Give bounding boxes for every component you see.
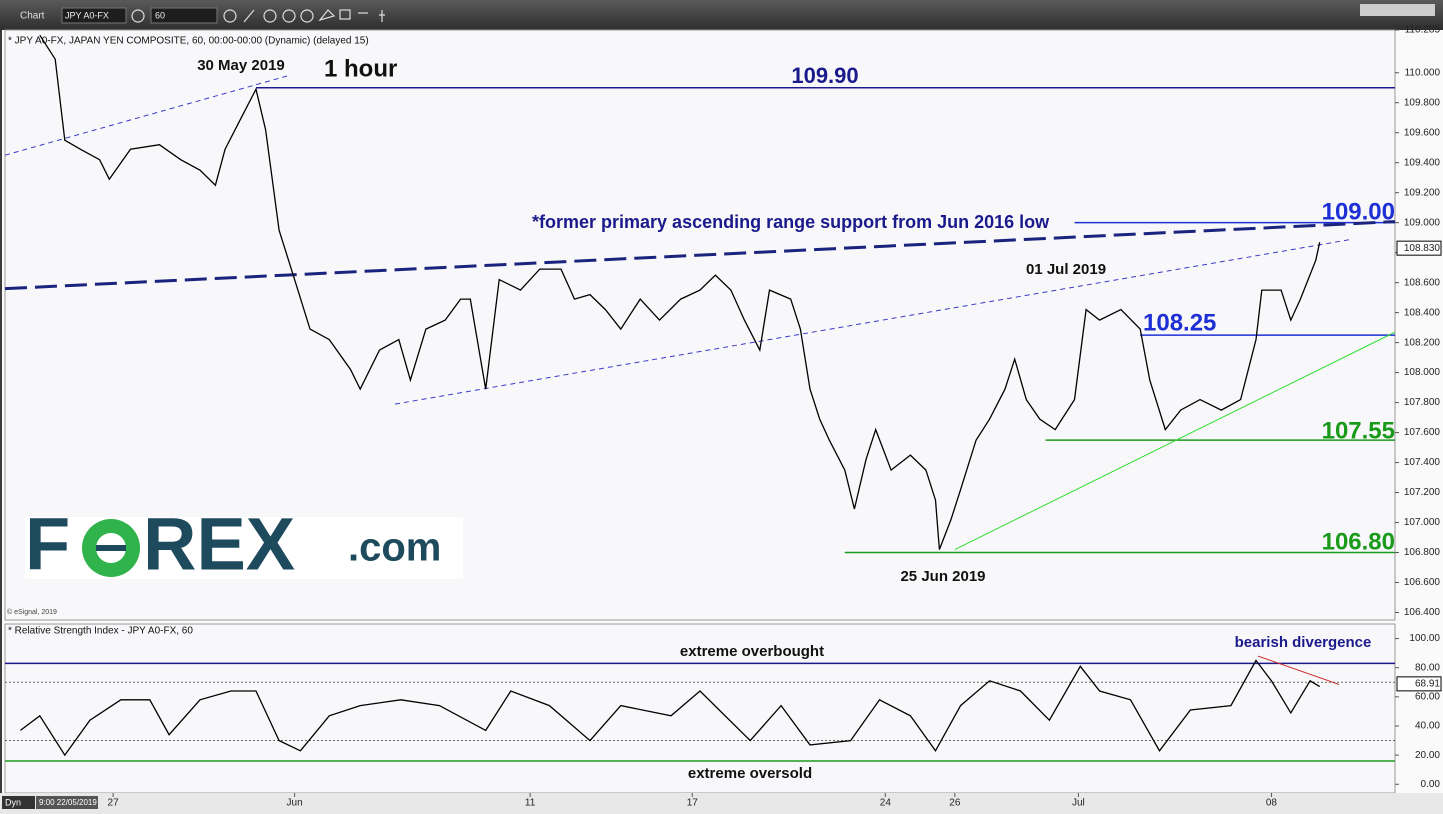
annotation: bearish divergence xyxy=(1235,634,1372,651)
y-tick-label: 107.800 xyxy=(1404,397,1441,408)
y-tick-label: 106.400 xyxy=(1404,607,1441,618)
x-tick-label: Jul xyxy=(1072,798,1085,809)
toolbar-icons xyxy=(131,9,385,23)
toolbar-title: Chart xyxy=(20,11,45,22)
x-tick-label: 24 xyxy=(880,798,892,809)
series-line xyxy=(20,659,1321,757)
logo-text: .com xyxy=(348,526,441,570)
start-box xyxy=(36,796,98,809)
interval-box[interactable] xyxy=(150,7,218,24)
level-label: 106.80 xyxy=(1322,528,1395,555)
start-time: 9:00 22/05/2019 xyxy=(39,798,97,807)
y-tick-label: 40.00 xyxy=(1415,721,1440,732)
symbol-box[interactable] xyxy=(61,7,127,24)
annotation: 30 May 2019 xyxy=(197,57,285,74)
x-tick-label: 17 xyxy=(687,798,699,809)
time-axis xyxy=(0,793,1443,814)
y-tick-label: 110.285 xyxy=(1405,25,1441,36)
toolbar xyxy=(0,0,1443,30)
last-value-tag xyxy=(1396,240,1442,256)
source: © eSignal, 2019 xyxy=(7,608,57,616)
y-tick-label: 107.600 xyxy=(1404,427,1441,438)
y-tick-label: 100.00 xyxy=(1409,633,1440,644)
mode[interactable]: Dyn xyxy=(5,797,21,807)
x-tick-label: 27 xyxy=(108,798,120,809)
trendline xyxy=(4,75,289,156)
logo-bar xyxy=(96,545,126,551)
y-tick-label: 108.000 xyxy=(1404,367,1441,378)
annotation: *former primary ascending range support … xyxy=(532,212,1050,232)
y-tick-label: 109.200 xyxy=(1404,187,1441,198)
y-tick-label: 109.600 xyxy=(1404,127,1441,138)
y-tick-label: 107.200 xyxy=(1404,487,1441,498)
level-label: 108.25 xyxy=(1143,309,1216,336)
rsi-title: * Relative Strength Index - JPY A0-FX, 6… xyxy=(8,626,193,637)
logo: F REX .com xyxy=(25,503,463,586)
y-tick-label: 107.400 xyxy=(1404,457,1441,468)
annotation: 01 Jul 2019 xyxy=(1026,261,1106,278)
annotation: 25 Jun 2019 xyxy=(900,568,985,585)
x-tick-label: Jun xyxy=(287,798,303,809)
trendline xyxy=(4,220,1396,291)
last-value-label: 68.91 xyxy=(1415,679,1440,690)
y-tick-label: 106.600 xyxy=(1404,577,1441,588)
x-tick-label: 08 xyxy=(1266,798,1278,809)
annotation: extreme overbought xyxy=(680,643,824,660)
y-tick-label: 110.000 xyxy=(1405,67,1441,78)
y-tick-label: 106.800 xyxy=(1404,547,1441,558)
y-tick-label: 60.00 xyxy=(1415,691,1440,702)
y-tick-label: 20.00 xyxy=(1415,750,1440,761)
x-tick-label: 26 xyxy=(949,798,961,809)
price-title: * JPY A0-FX, JAPAN YEN COMPOSITE, 60, 00… xyxy=(8,36,369,47)
annotation: extreme oversold xyxy=(688,765,812,782)
mode-box[interactable] xyxy=(2,796,35,809)
y-tick-label: 109.400 xyxy=(1404,157,1441,168)
symbol[interactable]: JPY A0-FX xyxy=(65,10,109,20)
y-tick-label: 0.00 xyxy=(1421,779,1441,790)
y-tick-label: 80.00 xyxy=(1415,662,1440,673)
y-tick-label: 109.800 xyxy=(1404,97,1441,108)
interval[interactable]: 60 xyxy=(155,10,165,20)
x-tick-label: 11 xyxy=(525,798,536,809)
logo-text: F xyxy=(25,503,70,586)
last-value-tag xyxy=(1396,676,1442,692)
y-tick-label: 107.000 xyxy=(1404,517,1441,528)
y-tick-label: 108.200 xyxy=(1404,337,1441,348)
last-value-label: 108.830 xyxy=(1404,243,1441,254)
logo-text: REX xyxy=(143,503,295,586)
trendline xyxy=(1257,655,1340,685)
level-label: 109.90 xyxy=(791,63,858,88)
level-label: 109.00 xyxy=(1322,198,1395,225)
y-tick-label: 109.000 xyxy=(1404,217,1441,228)
trendline xyxy=(954,331,1396,550)
annotation: 1 hour xyxy=(324,55,397,82)
rsi-panel xyxy=(4,623,1396,794)
window-controls[interactable] xyxy=(1360,4,1435,16)
y-tick-label: 108.600 xyxy=(1404,277,1441,288)
series-line xyxy=(39,34,1321,550)
y-tick-label: 108.400 xyxy=(1404,307,1441,318)
